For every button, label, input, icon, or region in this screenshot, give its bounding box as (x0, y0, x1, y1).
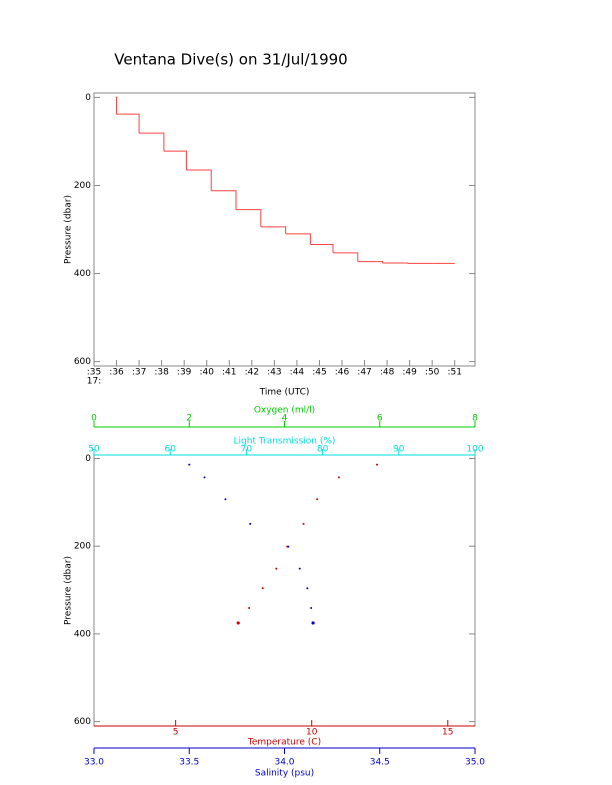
x-tick-label: 34.5 (370, 758, 390, 768)
data-point (298, 567, 301, 570)
x-axis-label: Time (UTC) (259, 388, 310, 398)
data-point (236, 621, 240, 625)
x-tick-label: 2 (186, 414, 192, 424)
x-tick-label: 15 (442, 728, 453, 738)
x-tick-label: 0 (91, 414, 97, 424)
y-tick-label: 600 (74, 357, 91, 367)
x-hour-label: 17: (87, 377, 101, 387)
x-tick-label: 8 (472, 414, 478, 424)
x-tick-label: :45 (312, 368, 326, 378)
data-point (302, 522, 305, 525)
x-tick-label: :38 (154, 368, 169, 378)
data-point (261, 587, 264, 590)
x-tick-label: 70 (241, 445, 253, 455)
x-tick-label: 10 (306, 728, 318, 738)
y-tick-label: 400 (74, 269, 91, 279)
line-step (186, 169, 212, 191)
line-step (211, 190, 237, 210)
x-tick-label: :40 (199, 368, 214, 378)
x-tick-label: 6 (377, 414, 383, 424)
x-tick-label: :46 (335, 368, 350, 378)
x-tick-label: :36 (109, 368, 124, 378)
x-tick-label: 34.0 (274, 758, 294, 768)
data-point (248, 607, 251, 610)
line-step (357, 261, 384, 263)
x-tick-label: :47 (357, 368, 371, 378)
line-step (285, 233, 311, 245)
x-tick-label: :44 (290, 368, 305, 378)
data-point (203, 476, 206, 479)
plot-frame (93, 92, 476, 367)
data-point (337, 476, 340, 479)
data-point (249, 522, 252, 525)
x-tick-label: 4 (282, 414, 288, 424)
chart-title: Ventana Dive(s) on 31/Jul/1990 (114, 51, 347, 69)
line-step (310, 243, 334, 253)
x-tick-label: 33.0 (84, 758, 104, 768)
y-tick-label: 400 (74, 629, 91, 639)
line-step (139, 132, 165, 152)
x-axis-label: Temperature (C) (247, 738, 321, 748)
plot-frame (93, 454, 476, 727)
x-tick-label: :49 (402, 368, 417, 378)
line-step (116, 113, 140, 134)
data-point (224, 498, 227, 501)
x-tick-label: :41 (222, 368, 236, 378)
x-axis-label: Salinity (psu) (255, 769, 314, 779)
line-step (236, 209, 262, 227)
x-tick-label: :42 (245, 368, 259, 378)
y-tick-label: 200 (74, 542, 91, 552)
x-tick-label: :37 (132, 368, 146, 378)
data-point (275, 567, 278, 570)
x-tick-label: 100 (466, 445, 483, 455)
y-tick-label: 0 (85, 93, 91, 103)
data-point (316, 498, 319, 501)
data-point (310, 607, 313, 610)
x-tick-label: 33.5 (179, 758, 199, 768)
y-axis-label: Pressure (dbar) (64, 195, 74, 264)
x-tick-label: 5 (173, 728, 179, 738)
line-step (332, 252, 359, 262)
x-tick-label: 90 (393, 445, 405, 455)
data-point (188, 463, 191, 466)
data-point (311, 621, 315, 625)
y-tick-label: 200 (74, 181, 91, 191)
data-point (287, 545, 290, 548)
y-tick-label: 600 (74, 717, 91, 727)
y-axis-label: Pressure (dbar) (64, 556, 74, 625)
data-point (306, 587, 309, 590)
line-step (260, 226, 287, 234)
x-tick-label: :50 (425, 368, 440, 378)
x-axis-label: Light Transmission (%) (234, 437, 336, 447)
x-tick-label: 80 (317, 445, 329, 455)
x-tick-label: :51 (447, 368, 461, 378)
x-tick-label: 50 (88, 445, 100, 455)
y-tick-label: 0 (85, 454, 91, 464)
x-axis-label: Oxygen (ml/l) (254, 406, 315, 416)
x-tick-label: :43 (267, 368, 281, 378)
x-tick-label: 60 (164, 445, 176, 455)
x-tick-label: :48 (380, 368, 395, 378)
data-point (376, 463, 379, 466)
x-tick-label: :35 (87, 368, 101, 378)
line-step (163, 150, 187, 171)
x-tick-label: :39 (177, 368, 192, 378)
x-tick-label: 35.0 (465, 758, 485, 768)
